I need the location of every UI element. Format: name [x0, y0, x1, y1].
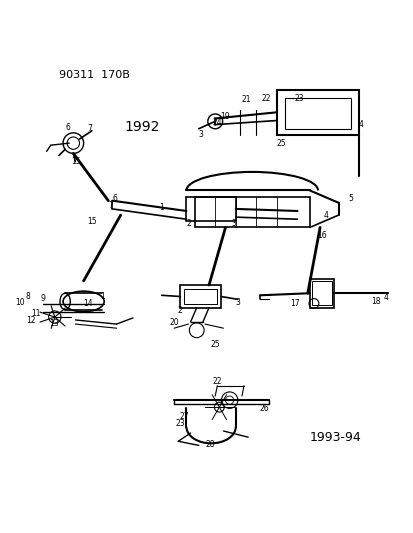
- Text: 2: 2: [178, 306, 182, 316]
- Bar: [276, 90, 358, 135]
- Text: 1992: 1992: [124, 120, 160, 134]
- Bar: [186, 197, 235, 221]
- Circle shape: [67, 137, 79, 149]
- Text: 26: 26: [259, 404, 269, 413]
- Text: 10: 10: [15, 298, 25, 307]
- Text: 23: 23: [294, 94, 304, 103]
- Text: 21: 21: [241, 95, 250, 104]
- Text: 17: 17: [290, 299, 299, 308]
- Text: 4: 4: [382, 293, 387, 302]
- Text: 5: 5: [348, 194, 353, 203]
- Text: 11: 11: [31, 309, 41, 318]
- Text: 22: 22: [212, 377, 221, 386]
- Text: 1: 1: [100, 292, 104, 301]
- Text: 12: 12: [26, 316, 36, 325]
- Text: 20: 20: [169, 318, 178, 327]
- Text: 15: 15: [87, 217, 97, 226]
- Text: 15: 15: [71, 157, 81, 166]
- Bar: [184, 289, 217, 304]
- Text: 28: 28: [205, 440, 214, 449]
- Text: 3: 3: [235, 298, 240, 307]
- Text: 3: 3: [198, 131, 203, 140]
- Text: 3: 3: [231, 219, 235, 228]
- Text: 24: 24: [212, 118, 221, 127]
- Bar: [285, 98, 350, 129]
- Text: 7: 7: [108, 201, 112, 210]
- Text: 8: 8: [26, 292, 31, 301]
- Text: 6: 6: [112, 194, 116, 203]
- Text: 4: 4: [323, 211, 328, 220]
- Circle shape: [225, 396, 233, 404]
- Text: 90311  170B: 90311 170B: [59, 70, 130, 80]
- Bar: [311, 281, 332, 305]
- Text: 9: 9: [40, 294, 45, 303]
- Text: 1993-94: 1993-94: [309, 431, 361, 443]
- Text: 27: 27: [179, 412, 189, 421]
- Text: 25: 25: [275, 139, 285, 148]
- Text: 14: 14: [83, 299, 93, 308]
- Bar: [194, 197, 309, 228]
- Text: 2: 2: [186, 219, 190, 228]
- Text: 22: 22: [261, 94, 271, 103]
- Text: 18: 18: [371, 297, 380, 306]
- Text: 19: 19: [220, 112, 230, 121]
- Text: 13: 13: [49, 319, 59, 328]
- Text: 25: 25: [210, 340, 219, 349]
- Bar: [180, 285, 221, 308]
- Text: 6: 6: [66, 123, 71, 132]
- Text: 16: 16: [316, 231, 326, 240]
- Text: 23: 23: [175, 419, 185, 428]
- Text: 4: 4: [358, 120, 363, 129]
- Text: 1: 1: [159, 203, 164, 212]
- Bar: [309, 279, 334, 308]
- Text: 7: 7: [87, 124, 92, 133]
